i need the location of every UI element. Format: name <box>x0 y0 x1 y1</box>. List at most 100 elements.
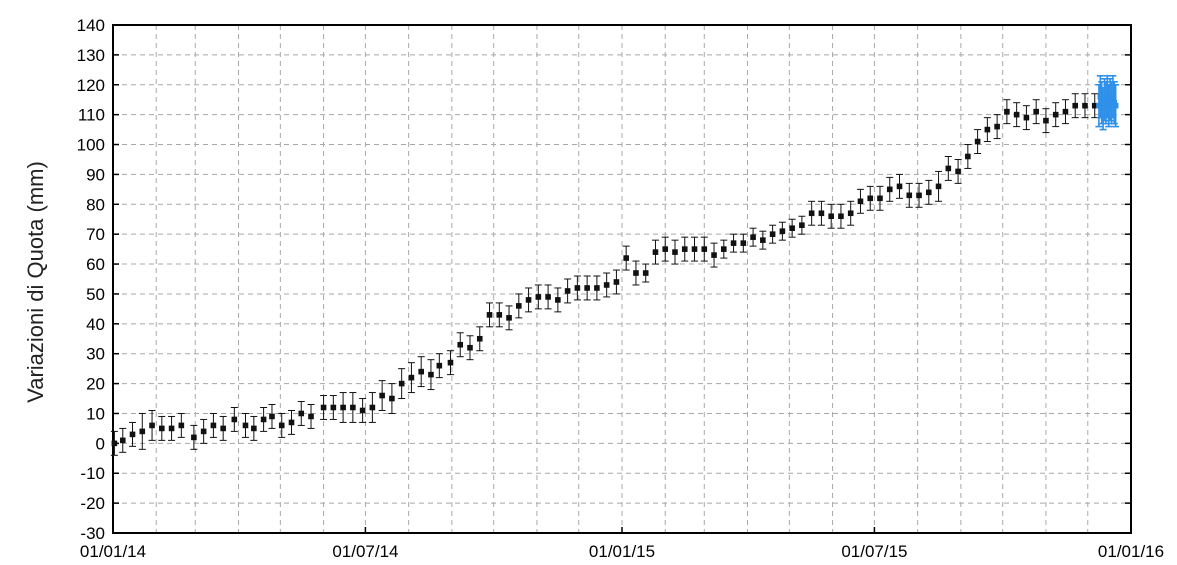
y-tick-label: 70 <box>86 225 105 244</box>
data-point <box>1062 108 1069 115</box>
data-point <box>916 192 922 199</box>
data-point <box>652 249 659 255</box>
y-tick-label: 0 <box>96 434 105 453</box>
data-point <box>711 252 717 258</box>
data-point <box>1103 99 1109 106</box>
y-tick-label: 90 <box>86 165 105 184</box>
data-point <box>925 189 932 196</box>
data-point <box>1091 102 1098 109</box>
x-tick-label: 01/01/15 <box>589 542 655 561</box>
y-axis: -30 -20 -10 0 10 20 30 40 50 60 70 80 90 100 110 120 130… <box>77 16 1131 543</box>
data-point <box>191 434 197 441</box>
data-point <box>269 413 275 420</box>
data-point <box>584 285 590 291</box>
y-tick-label: -30 <box>80 524 105 543</box>
data-point <box>111 440 118 447</box>
data-point <box>681 246 688 252</box>
data-point <box>535 294 542 300</box>
data-point <box>886 186 893 193</box>
x-axis: 01/01/14 01/07/14 01/01/15 01/07/15 01/01/16 <box>80 527 1164 561</box>
data-point <box>340 404 346 411</box>
data-point <box>168 425 175 432</box>
x-tick-label: 01/01/16 <box>1098 542 1164 561</box>
data-point <box>1112 102 1119 109</box>
data-point <box>359 407 366 414</box>
data-point <box>828 213 834 220</box>
data-point <box>350 404 356 411</box>
data-point <box>1072 102 1079 109</box>
data-point <box>1111 99 1118 106</box>
data-point <box>906 192 913 199</box>
data-point <box>251 425 257 432</box>
data-point <box>847 210 854 217</box>
y-tick-label: 20 <box>86 375 105 394</box>
data-point <box>496 312 503 318</box>
data-point <box>467 344 473 351</box>
data-point <box>1096 102 1102 109</box>
data-point <box>877 195 883 202</box>
data-point <box>965 153 971 160</box>
series-1 <box>110 93 1099 456</box>
data-point <box>288 419 295 426</box>
data-point <box>662 246 669 252</box>
series-2 <box>1095 75 1120 131</box>
data-point <box>486 312 493 318</box>
data-point <box>945 165 952 172</box>
data-point <box>389 395 395 402</box>
data-point <box>623 255 629 261</box>
data-point <box>220 425 226 432</box>
data-point <box>672 249 678 255</box>
data-point <box>594 285 600 291</box>
x-tick-label: 01/01/14 <box>80 542 146 561</box>
data-point <box>642 270 649 276</box>
y-tick-label: 80 <box>86 195 105 214</box>
data-point <box>379 392 385 399</box>
data-point <box>298 410 305 417</box>
data-point <box>701 246 708 252</box>
data-point <box>799 222 805 229</box>
data-point <box>1105 102 1112 109</box>
y-tick-label: 110 <box>78 106 105 125</box>
y-axis-title: Variazioni di Quota (mm) <box>23 161 48 403</box>
data-point <box>808 210 815 217</box>
data-point <box>1100 105 1106 112</box>
data-point <box>1110 93 1116 100</box>
y-tick-label: 30 <box>86 345 105 364</box>
data-point <box>750 234 756 240</box>
data-point <box>691 246 698 252</box>
data-point <box>555 297 561 303</box>
data-point <box>955 168 961 175</box>
data-point <box>789 225 795 231</box>
y-tick-label: 10 <box>86 404 105 423</box>
data-point <box>260 416 267 423</box>
data-point <box>1004 108 1010 115</box>
data-point <box>159 425 165 432</box>
data-point <box>1033 108 1039 115</box>
data-point <box>436 362 443 369</box>
data-point <box>1013 111 1020 118</box>
data-point <box>994 123 1000 130</box>
data-point <box>896 183 903 190</box>
data-point <box>633 270 639 276</box>
y-tick-label: 100 <box>77 136 105 155</box>
data-point <box>418 368 424 375</box>
data-point <box>231 416 238 423</box>
x-tick-label: 01/07/15 <box>841 542 907 561</box>
grid-lines <box>113 25 1131 533</box>
data-point <box>1023 114 1030 121</box>
data-point <box>457 341 464 348</box>
data-point <box>779 228 786 234</box>
y-tick-label: 50 <box>86 285 105 304</box>
data-point <box>1082 102 1088 109</box>
y-tick-label: 120 <box>77 76 105 95</box>
data-point <box>1101 96 1108 103</box>
data-point <box>369 404 376 411</box>
data-point <box>740 240 747 246</box>
data-point <box>721 246 727 252</box>
data-point <box>1098 99 1105 106</box>
data-point <box>838 213 844 220</box>
data-point <box>1043 117 1049 124</box>
data-point <box>476 335 483 342</box>
data-point <box>447 359 454 366</box>
data-point <box>242 422 249 429</box>
